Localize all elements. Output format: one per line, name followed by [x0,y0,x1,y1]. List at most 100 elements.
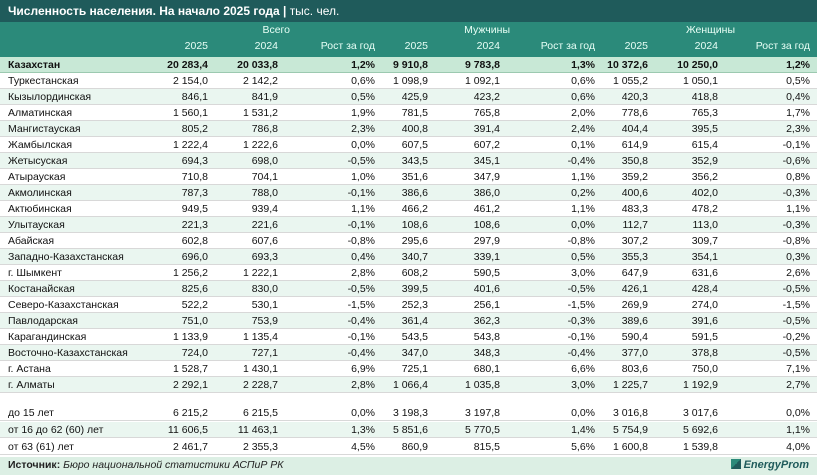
value-cell: 590,4 [621,331,648,343]
value-cell: 1 092,1 [464,75,500,87]
row-name: Западно-Казахстанская [8,251,124,263]
row-name: Актюбинская [8,203,72,215]
value-cell: 6,6% [571,363,595,375]
value-cell: 2 228,7 [242,379,278,391]
value-cell: 2 142,2 [242,75,278,87]
value-cell: 753,9 [251,315,278,327]
value-cell: 1,2% [351,59,375,71]
value-cell: 3 016,8 [612,407,648,419]
value-cell: 221,6 [251,219,278,231]
value-cell: 221,3 [181,219,208,231]
value-cell: 478,2 [691,203,718,215]
value-cell: -0,5% [347,155,375,167]
value-cell: 949,5 [181,203,208,215]
value-cell: -0,1% [347,187,375,199]
value-cell: 0,6% [351,75,375,87]
value-cell: 2,8% [351,379,375,391]
value-cell: 2 355,3 [242,441,278,453]
value-cell: 1 035,8 [464,379,500,391]
value-cell: 1 135,4 [242,331,278,343]
value-cell: 0,0% [571,407,595,419]
row-name: Павлодарская [8,315,78,327]
value-cell: 1,1% [786,203,810,215]
value-cell: 2 154,0 [172,75,208,87]
value-cell: 466,2 [401,203,428,215]
value-cell: 860,9 [401,441,428,453]
row-name: от 16 до 62 (60) лет [8,424,104,436]
value-cell: 0,0% [351,407,375,419]
value-cell: 0,0% [351,139,375,151]
value-cell: -0,5% [347,283,375,295]
value-cell: 781,5 [401,107,428,119]
value-cell: 113,0 [692,219,719,231]
subheader-cell: 2024 [694,40,718,52]
table-row: от 63 (61) лет 2 461,7 2 355,3 4,5% 860,9 815… [0,439,817,455]
row-name: Карагандинская [8,331,87,343]
value-cell: 400,8 [401,123,428,135]
value-cell: 112,7 [622,219,649,231]
value-cell: 295,6 [401,235,428,247]
value-cell: 348,3 [473,347,500,359]
row-name: Мангистауская [8,123,81,135]
value-cell: 5 851,6 [392,424,428,436]
value-cell: 2,3% [351,123,375,135]
value-cell: 386,0 [473,187,500,199]
value-cell: 765,8 [473,107,500,119]
row-name: г. Шымкент [8,267,62,279]
subheader-cell: 2025 [404,40,428,52]
table-row: Жамбылская 1 222,4 1 222,6 0,0% 607,5 607,2 0,… [0,137,817,153]
value-cell: 1 560,1 [172,107,208,119]
value-cell: 307,2 [621,235,648,247]
value-cell: 725,1 [401,363,428,375]
value-cell: 615,4 [691,139,718,151]
value-cell: -0,5% [567,283,595,295]
value-cell: 1 600,8 [612,441,648,453]
value-cell: 355,3 [621,251,648,263]
table-row: Кызылординская 846,1 841,9 0,5% 425,9 423,2 0,… [0,89,817,105]
value-cell: 6 215,5 [242,407,278,419]
subheader-cell: 2025 [184,40,208,52]
value-cell: -0,2% [782,331,810,343]
row-name: Казахстан [8,59,61,71]
subheader-cell: Рост за год [755,40,810,52]
value-cell: 356,2 [691,171,718,183]
value-cell: 426,1 [621,283,648,295]
value-cell: 339,1 [473,251,500,263]
value-cell: 402,0 [691,187,718,199]
unit-label: тыс. чел. [289,4,340,18]
value-cell: 483,3 [621,203,648,215]
value-cell: -1,5% [782,299,810,311]
value-cell: 10 372,6 [607,59,648,71]
value-cell: -0,1% [347,331,375,343]
value-cell: 3 017,6 [682,407,718,419]
value-cell: 1,3% [351,424,375,436]
value-cell: 1 222,1 [242,267,278,279]
value-cell: -0,8% [782,235,810,247]
group-header-women: Женщины [685,24,735,36]
value-cell: 787,3 [181,187,208,199]
value-cell: 0,8% [786,171,810,183]
table-row: г. Алматы 2 292,1 2 228,7 2,8% 1 066,4 1 035,… [0,377,817,393]
value-cell: 939,4 [251,203,278,215]
value-cell: 391,6 [691,315,718,327]
row-name: Жамбылская [8,139,73,151]
value-cell: 108,6 [401,219,428,231]
value-cell: 399,5 [401,283,428,295]
logo: EnergyProm [730,459,809,471]
value-cell: 2,0% [571,107,595,119]
value-cell: 694,3 [181,155,208,167]
value-cell: 647,9 [621,267,648,279]
table-row: г. Шымкент 1 256,2 1 222,1 2,8% 608,2 590,5 3,… [0,265,817,281]
value-cell: -0,6% [782,155,810,167]
group-header-men: Мужчины [464,24,510,36]
table-row: Алматинская 1 560,1 1 531,2 1,9% 781,5 765,8 2… [0,105,817,121]
value-cell: 693,3 [251,251,278,263]
subheader-cell: 2025 [624,40,648,52]
value-cell: 765,3 [691,107,718,119]
value-cell: 1 528,7 [172,363,208,375]
value-cell: 815,5 [473,441,500,453]
value-cell: 256,1 [473,299,500,311]
value-cell: -0,3% [567,315,595,327]
value-cell: 340,7 [401,251,428,263]
table-row: Атырауская 710,8 704,1 1,0% 351,6 347,9 1,1% 35… [0,169,817,185]
